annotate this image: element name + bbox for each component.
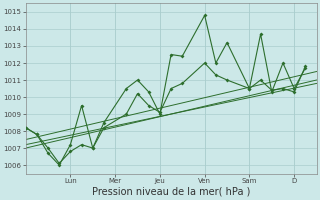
X-axis label: Pression niveau de la mer( hPa ): Pression niveau de la mer( hPa ) xyxy=(92,187,250,197)
